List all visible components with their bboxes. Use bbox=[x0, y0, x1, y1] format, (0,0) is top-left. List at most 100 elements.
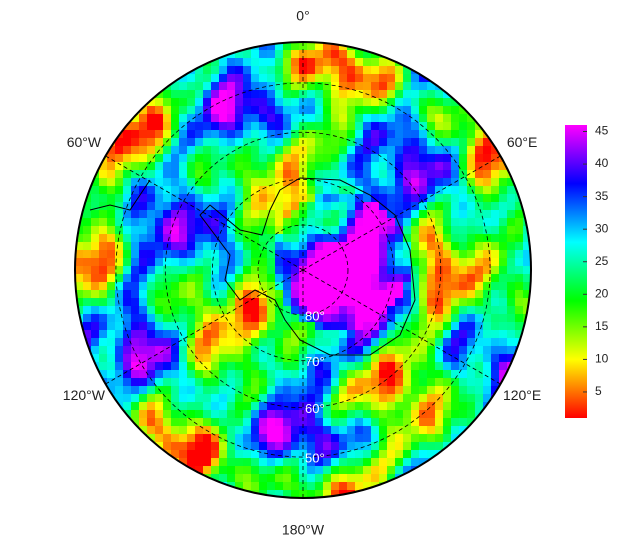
field-cell bbox=[195, 98, 204, 107]
field-cell bbox=[259, 346, 268, 355]
field-cell bbox=[475, 202, 484, 211]
field-cell bbox=[435, 338, 444, 347]
field-cell bbox=[475, 138, 484, 147]
field-cell bbox=[123, 258, 132, 267]
field-cell bbox=[387, 274, 396, 283]
field-cell bbox=[339, 442, 348, 451]
field-cell bbox=[115, 314, 124, 323]
field-cell bbox=[187, 130, 196, 139]
field-cell bbox=[243, 346, 252, 355]
field-cell bbox=[235, 106, 244, 115]
field-cell bbox=[379, 74, 388, 83]
field-cell bbox=[275, 482, 284, 491]
field-cell bbox=[291, 442, 300, 451]
field-cell bbox=[411, 138, 420, 147]
field-cell bbox=[147, 138, 156, 147]
field-cell bbox=[251, 314, 260, 323]
field-cell bbox=[435, 354, 444, 363]
field-cell bbox=[451, 266, 460, 275]
field-cell bbox=[251, 242, 260, 251]
field-cell bbox=[387, 410, 396, 419]
field-cell bbox=[411, 202, 420, 211]
field-cell bbox=[331, 66, 340, 75]
field-cell bbox=[251, 50, 260, 59]
field-cell bbox=[363, 178, 372, 187]
field-cell bbox=[371, 346, 380, 355]
field-cell bbox=[491, 218, 500, 227]
field-cell bbox=[147, 154, 156, 163]
field-cell bbox=[307, 178, 316, 187]
field-cell bbox=[339, 362, 348, 371]
field-cell bbox=[371, 226, 380, 235]
field-cell bbox=[251, 466, 260, 475]
field-cell bbox=[163, 162, 172, 171]
field-cell bbox=[451, 114, 460, 123]
field-cell bbox=[419, 426, 428, 435]
field-cell bbox=[355, 194, 364, 203]
field-cell bbox=[187, 362, 196, 371]
field-cell bbox=[467, 282, 476, 291]
field-cell bbox=[339, 290, 348, 299]
field-cell bbox=[371, 146, 380, 155]
field-cell bbox=[515, 322, 524, 331]
field-cell bbox=[339, 338, 348, 347]
field-cell bbox=[267, 362, 276, 371]
field-cell bbox=[435, 202, 444, 211]
field-cell bbox=[259, 242, 268, 251]
field-cell bbox=[275, 138, 284, 147]
field-cell bbox=[283, 458, 292, 467]
field-cell bbox=[307, 386, 316, 395]
field-cell bbox=[299, 474, 308, 483]
field-cell bbox=[123, 234, 132, 243]
field-cell bbox=[323, 146, 332, 155]
field-cell bbox=[163, 114, 172, 123]
field-cell bbox=[435, 170, 444, 179]
field-cell bbox=[427, 210, 436, 219]
field-cell bbox=[379, 258, 388, 267]
field-cell bbox=[123, 274, 132, 283]
field-cell bbox=[451, 394, 460, 403]
field-cell bbox=[291, 410, 300, 419]
field-cell bbox=[163, 146, 172, 155]
field-cell bbox=[99, 306, 108, 315]
field-cell bbox=[427, 122, 436, 131]
field-cell bbox=[491, 194, 500, 203]
field-cell bbox=[363, 354, 372, 363]
field-cell bbox=[131, 298, 140, 307]
field-cell bbox=[203, 234, 212, 243]
field-cell bbox=[363, 442, 372, 451]
field-cell bbox=[427, 266, 436, 275]
field-cell bbox=[379, 378, 388, 387]
field-cell bbox=[187, 474, 196, 483]
field-cell bbox=[419, 338, 428, 347]
field-cell bbox=[499, 370, 508, 379]
field-cell bbox=[331, 442, 340, 451]
field-cell bbox=[171, 362, 180, 371]
field-cell bbox=[435, 74, 444, 83]
field-cell bbox=[467, 346, 476, 355]
field-cell bbox=[163, 274, 172, 283]
field-cell bbox=[315, 314, 324, 323]
field-cell bbox=[403, 362, 412, 371]
field-cell bbox=[107, 250, 116, 259]
field-cell bbox=[283, 42, 292, 51]
field-cell bbox=[291, 386, 300, 395]
field-cell bbox=[251, 298, 260, 307]
field-cell bbox=[443, 274, 452, 283]
field-cell bbox=[147, 210, 156, 219]
field-cell bbox=[99, 290, 108, 299]
field-cell bbox=[235, 482, 244, 491]
field-cell bbox=[155, 106, 164, 115]
field-cell bbox=[123, 322, 132, 331]
field-cell bbox=[355, 106, 364, 115]
field-cell bbox=[395, 138, 404, 147]
field-cell bbox=[155, 250, 164, 259]
field-cell bbox=[179, 138, 188, 147]
field-cell bbox=[139, 290, 148, 299]
field-cell bbox=[395, 210, 404, 219]
field-cell bbox=[363, 474, 372, 483]
field-cell bbox=[307, 114, 316, 123]
field-cell bbox=[355, 82, 364, 91]
field-cell bbox=[91, 346, 100, 355]
field-cell bbox=[259, 330, 268, 339]
